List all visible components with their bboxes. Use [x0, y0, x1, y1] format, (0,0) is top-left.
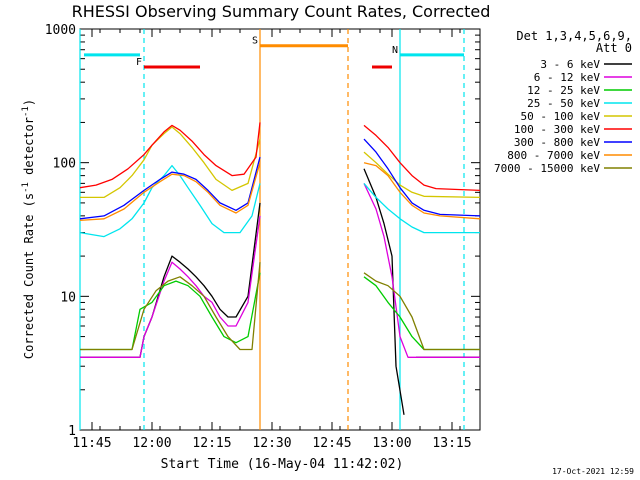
x-tick-label: 13:00	[372, 436, 411, 451]
x-tick-label: 12:15	[192, 436, 231, 451]
y-axis-label: Corrected Count Rate (s-1 detector-1)	[21, 99, 36, 359]
series-line-6-12-kev	[80, 183, 480, 358]
legend-label: 12 - 25 keV	[527, 84, 600, 97]
x-axis-label: Start Time (16-May-04 11:42:02)	[161, 457, 404, 472]
legend-label: 3 - 6 keV	[540, 58, 600, 71]
series-line-50-100-kev	[80, 126, 481, 199]
status-bar-label: N	[392, 45, 398, 56]
footer-timestamp: 17-Oct-2021 12:59	[552, 467, 634, 476]
y-tick-label: 100	[53, 157, 76, 172]
series-line-100-300-kev	[79, 122, 481, 192]
legend-label: 100 - 300 keV	[514, 123, 600, 136]
legend-label: 800 - 7000 keV	[507, 149, 600, 162]
series-line-7000-15000-kev	[80, 262, 480, 351]
legend-header-line1: Det 1,3,4,5,6,9,	[516, 29, 632, 43]
legend-label: 300 - 800 keV	[514, 136, 600, 149]
series-line-300-800-kev	[79, 138, 481, 220]
y-tick-label: 10	[60, 290, 76, 305]
x-tick-label: 12:45	[312, 436, 351, 451]
x-tick-label: 12:30	[252, 436, 291, 451]
legend-header-line2: Att 0	[596, 41, 632, 55]
series-line-800-7000-kev	[79, 162, 481, 222]
chart-title: RHESSI Observing Summary Count Rates, Co…	[72, 2, 491, 21]
series-line-25-50-kev	[79, 164, 480, 238]
series-line-3-6-kev	[80, 168, 480, 415]
status-bar-label: S	[252, 36, 258, 47]
legend-label: 50 - 100 keV	[521, 110, 601, 123]
x-tick-label: 11:45	[72, 436, 111, 451]
plot-area: 11:45 12:00 12:15 12:30 12:45 13:00 13:15 1 10 10…	[45, 23, 481, 451]
legend-label: 25 - 50 keV	[527, 97, 600, 110]
y-tick-label: 1	[68, 424, 76, 439]
plot-frame	[79, 28, 481, 431]
y-tick-label: 1000	[45, 23, 76, 38]
x-tick-label: 12:00	[132, 436, 171, 451]
legend-label: 6 - 12 keV	[534, 71, 601, 84]
x-tick-label: 13:15	[432, 436, 471, 451]
legend-label: 7000 - 15000 keV	[494, 162, 600, 175]
status-bar-label: F	[136, 57, 142, 68]
